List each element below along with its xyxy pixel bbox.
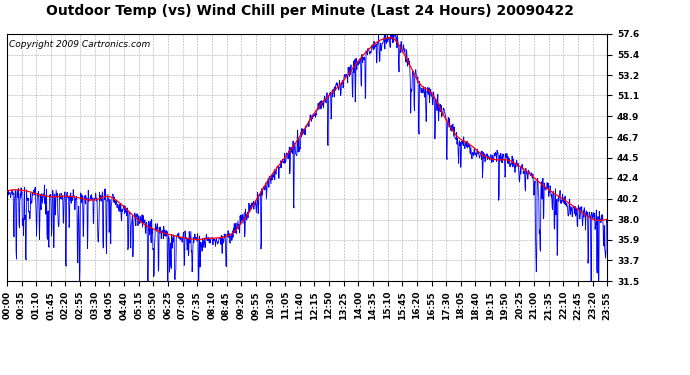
Text: Copyright 2009 Cartronics.com: Copyright 2009 Cartronics.com — [9, 40, 150, 49]
Text: Outdoor Temp (vs) Wind Chill per Minute (Last 24 Hours) 20090422: Outdoor Temp (vs) Wind Chill per Minute … — [46, 4, 575, 18]
